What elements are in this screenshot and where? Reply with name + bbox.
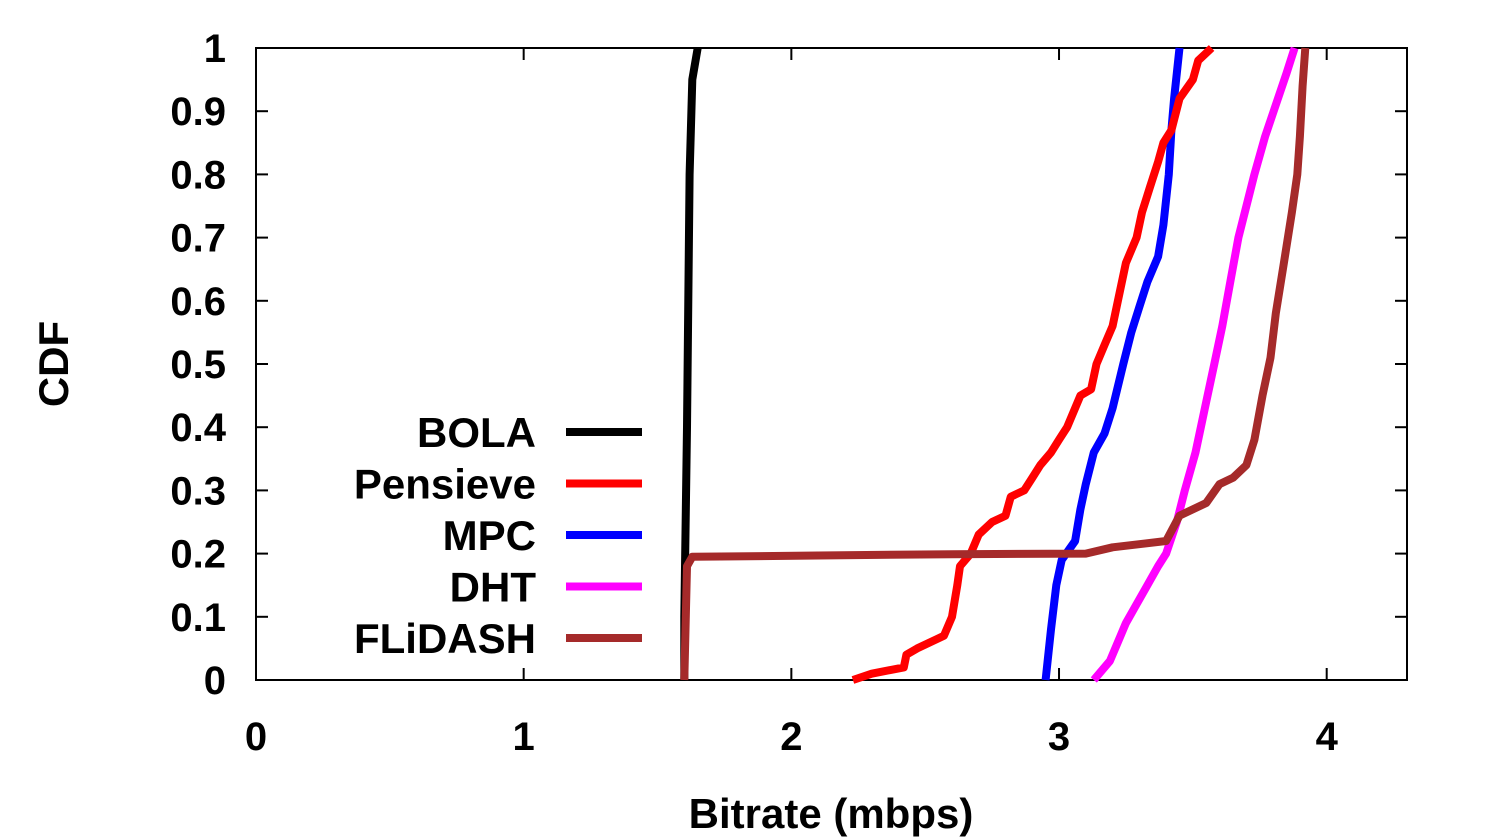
legend-label-dht: DHT bbox=[450, 564, 537, 611]
x-axis-title: Bitrate (mbps) bbox=[689, 790, 974, 837]
y-tick-label: 0.4 bbox=[170, 406, 226, 450]
x-tick-label: 3 bbox=[1048, 715, 1070, 759]
y-tick-label: 1 bbox=[204, 27, 226, 71]
x-tick-label: 0 bbox=[245, 715, 267, 759]
legend-label-flidash: FLiDASH bbox=[354, 615, 536, 662]
y-axis-title: CDF bbox=[30, 321, 77, 407]
series-line-flidash bbox=[680, 47, 1310, 681]
legend-label-pensieve: Pensieve bbox=[354, 461, 536, 508]
y-tick-label: 0.7 bbox=[170, 217, 226, 261]
axis-ticks: 0 1 2 3 4 0 0.1 0.2 0.3 0.4 0.5 0.6 0.7 0.8 0.9 1 bbox=[170, 27, 1407, 759]
legend-label-bola: BOLA bbox=[417, 409, 536, 456]
x-tick-label: 2 bbox=[780, 715, 802, 759]
x-tick-label: 1 bbox=[513, 715, 535, 759]
y-tick-label: 0.9 bbox=[170, 90, 226, 134]
y-tick-label: 0.1 bbox=[170, 596, 226, 640]
y-tick-label: 0.6 bbox=[170, 280, 226, 324]
series-line-pensieve bbox=[851, 45, 1215, 684]
y-tick-label: 0.3 bbox=[170, 469, 226, 513]
plot-frame bbox=[255, 47, 1408, 681]
series-line-dht bbox=[1090, 46, 1299, 683]
x-tick-label: 4 bbox=[1316, 715, 1339, 759]
y-tick-label: 0.5 bbox=[170, 343, 226, 387]
y-tick-label: 0.8 bbox=[170, 153, 226, 197]
legend-label-mpc: MPC bbox=[443, 512, 536, 559]
y-tick-label: 0.2 bbox=[170, 533, 226, 577]
y-tick-label: 0 bbox=[204, 659, 226, 703]
series-lines bbox=[680, 45, 1310, 684]
